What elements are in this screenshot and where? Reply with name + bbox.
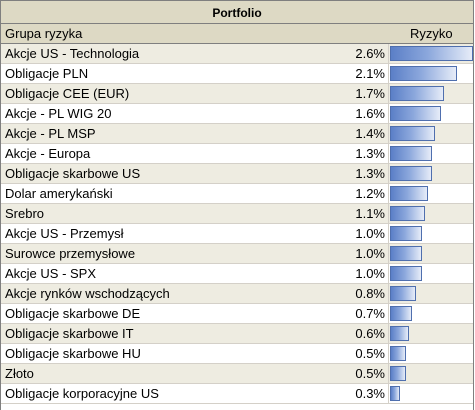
table-row: Obligacje korporacyjne US 0.3% (1, 384, 473, 404)
risk-group-label: Akcje rynków wschodzących (5, 286, 170, 301)
risk-value-label: 1.3% (355, 166, 385, 181)
risk-value-label: 1.7% (355, 86, 385, 101)
risk-bar (390, 206, 425, 221)
risk-bar-cell (388, 264, 474, 283)
risk-group-label: Akcje - Europa (5, 146, 91, 161)
risk-bar-cell (388, 164, 474, 183)
risk-value-label: 1.4% (355, 126, 385, 141)
table-row: Obligacje PLN 2.1% (1, 64, 473, 84)
table-row: Akcje US - Technologia 2.6% (1, 44, 473, 64)
risk-group-label: Surowce przemysłowe (5, 246, 136, 261)
table-row: Dolar amerykański 1.2% (1, 184, 473, 204)
table-row: Obligacje CEE (EUR) 1.7% (1, 84, 473, 104)
risk-bar (390, 106, 441, 121)
risk-value-label: 0.7% (355, 306, 385, 321)
risk-bar-cell (388, 44, 474, 63)
risk-value-label: 2.6% (355, 46, 385, 61)
table-row: Surowce przemysłowe 1.0% (1, 244, 473, 264)
risk-group-label: Akcje US - Przemysł (5, 226, 124, 241)
risk-group-label: Srebro (5, 206, 45, 221)
risk-value-label: 0.6% (355, 326, 385, 341)
risk-value-label: 0.5% (355, 346, 385, 361)
table-body: Akcje US - Technologia 2.6% Obligacje PLN 2… (1, 44, 473, 404)
table-title: Portfolio (1, 0, 473, 24)
table-row: Obligacje skarbowe HU 0.5% (1, 344, 473, 364)
column-header-row: Grupa ryzyka Ryzyko (1, 24, 473, 44)
risk-group-label: Obligacje PLN (5, 66, 89, 81)
column-header-risk-group: Grupa ryzyka (5, 26, 83, 41)
risk-value-label: 2.1% (355, 66, 385, 81)
risk-bar (390, 86, 444, 101)
risk-group-label: Obligacje skarbowe DE (5, 306, 141, 321)
risk-bar (390, 326, 409, 341)
risk-value-label: 1.0% (355, 246, 385, 261)
risk-bar (390, 46, 473, 61)
risk-group-label: Akcje US - SPX (5, 266, 97, 281)
risk-group-label: Akcje US - Technologia (5, 46, 140, 61)
risk-bar (390, 286, 416, 301)
table-row: Akcje US - Przemysł 1.0% (1, 224, 473, 244)
risk-bar (390, 66, 457, 81)
risk-value-label: 1.2% (355, 186, 385, 201)
risk-group-label: Złoto (5, 366, 34, 381)
risk-bar-cell (388, 224, 474, 243)
risk-bar (390, 306, 412, 321)
risk-bar-cell (388, 384, 474, 403)
column-header-risk: Ryzyko (410, 26, 453, 41)
risk-group-label: Obligacje korporacyjne US (5, 386, 159, 401)
risk-bar (390, 246, 422, 261)
risk-bar-cell (388, 364, 474, 383)
risk-bar (390, 346, 406, 361)
risk-bar-cell (388, 84, 474, 103)
risk-value-label: 1.3% (355, 146, 385, 161)
risk-group-label: Obligacje skarbowe HU (5, 346, 141, 361)
risk-bar-cell (388, 64, 474, 83)
risk-bar-cell (388, 324, 474, 343)
table-row: Obligacje skarbowe DE 0.7% (1, 304, 473, 324)
risk-bar (390, 226, 422, 241)
risk-bar-cell (388, 284, 474, 303)
table-row: Akcje US - SPX 1.0% (1, 264, 473, 284)
risk-group-label: Akcje - PL MSP (5, 126, 96, 141)
risk-bar (390, 146, 432, 161)
risk-value-label: 1.0% (355, 266, 385, 281)
risk-value-label: 0.3% (355, 386, 385, 401)
risk-value-label: 1.1% (355, 206, 385, 221)
risk-value-label: 1.6% (355, 106, 385, 121)
risk-value-label: 0.8% (355, 286, 385, 301)
risk-bar-cell (388, 244, 474, 263)
risk-bar-cell (388, 304, 474, 323)
table-row: Złoto 0.5% (1, 364, 473, 384)
risk-bar (390, 166, 432, 181)
risk-bar (390, 186, 428, 201)
risk-bar-cell (388, 104, 474, 123)
risk-bar-cell (388, 124, 474, 143)
risk-bar-cell (388, 184, 474, 203)
risk-group-label: Obligacje CEE (EUR) (5, 86, 130, 101)
table-row: Akcje - Europa 1.3% (1, 144, 473, 164)
risk-group-label: Akcje - PL WIG 20 (5, 106, 112, 121)
risk-group-label: Obligacje skarbowe US (5, 166, 141, 181)
risk-bar (390, 126, 435, 141)
risk-bar (390, 266, 422, 281)
risk-group-label: Obligacje skarbowe IT (5, 326, 134, 341)
risk-bar (390, 386, 400, 401)
risk-value-label: 0.5% (355, 366, 385, 381)
risk-bar-cell (388, 204, 474, 223)
table-row: Akcje rynków wschodzących 0.8% (1, 284, 473, 304)
table-row: Akcje - PL MSP 1.4% (1, 124, 473, 144)
table-row: Obligacje skarbowe IT 0.6% (1, 324, 473, 344)
table-row: Akcje - PL WIG 20 1.6% (1, 104, 473, 124)
table-row: Obligacje skarbowe US 1.3% (1, 164, 473, 184)
risk-value-label: 1.0% (355, 226, 385, 241)
risk-bar-cell (388, 144, 474, 163)
risk-bar (390, 366, 406, 381)
risk-bar-cell (388, 344, 474, 363)
table-row: Srebro 1.1% (1, 204, 473, 224)
risk-group-label: Dolar amerykański (5, 186, 113, 201)
